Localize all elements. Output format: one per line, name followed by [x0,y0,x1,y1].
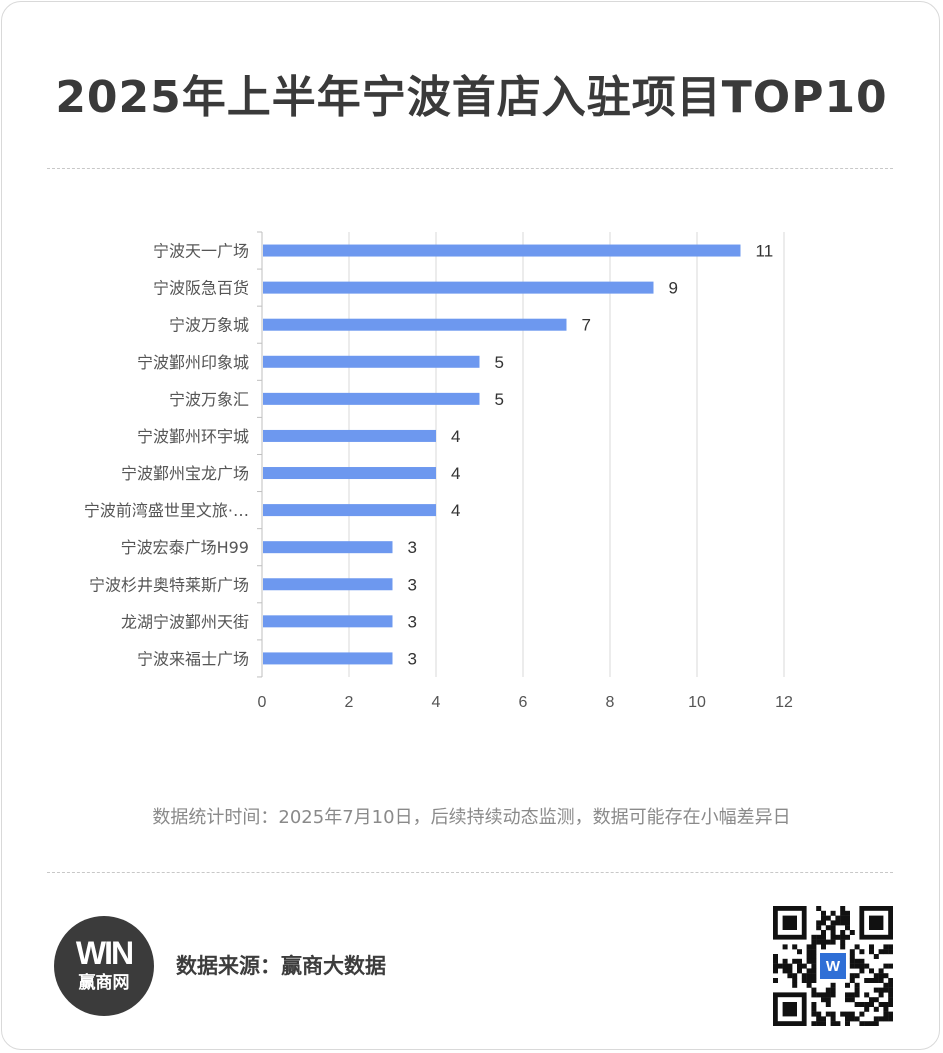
category-label: 宁波阪急百货 [153,279,249,298]
x-tick-label: 2 [345,694,354,711]
category-label: 龙湖宁波鄞州天街 [121,612,249,631]
bar [263,504,436,517]
data-note: 数据统计时间：2025年7月10日，后续持续动态监测，数据可能存在小幅差异日 [152,807,791,828]
category-label: 宁波万象城 [169,316,249,335]
data-label: 5 [495,390,504,409]
logo-text: 赢商网 [78,973,130,993]
data-label: 3 [408,538,417,557]
bottom-divider [47,872,893,873]
x-tick-label: 12 [775,694,793,711]
x-tick-label: 10 [688,694,706,711]
data-label: 9 [669,279,678,298]
x-tick-label: 8 [606,694,615,711]
bar [263,392,480,405]
qr-badge-text: W [826,958,841,975]
data-label: 5 [495,353,504,372]
x-tick-label: 0 [258,694,267,711]
category-label: 宁波来福士广场 [137,649,249,668]
qr-code[interactable]: W [773,906,893,1026]
bar [263,355,480,368]
data-label: 3 [408,649,417,668]
data-label: 7 [582,316,591,335]
category-label: 宁波鄞州印象城 [137,353,249,372]
bar [263,244,741,257]
data-label: 3 [408,575,417,594]
category-label: 宁波万象汇 [169,390,249,409]
category-label: 宁波前湾盛世里文旅·… [84,501,249,520]
chart-title: 2025年上半年宁波首店入驻项目TOP10 [55,72,888,123]
category-label: 宁波宏泰广场H99 [121,538,249,557]
data-label: 4 [451,501,460,520]
bar [263,578,393,591]
category-label: 宁波鄞州宝龙广场 [121,464,249,483]
winshang-logo: WIN 赢商网 [54,916,154,1016]
data-label: 4 [451,427,460,446]
category-label: 宁波杉井奥特莱斯广场 [89,575,249,594]
data-source: 数据来源：赢商大数据 [176,954,386,978]
bar [263,429,436,442]
data-label: 4 [451,464,460,483]
category-label: 宁波鄞州环宇城 [137,427,249,446]
x-tick-label: 4 [432,694,441,711]
data-label: 3 [408,612,417,631]
bar [263,615,393,628]
x-tick-label: 6 [519,694,528,711]
bar [263,652,393,665]
top-divider [47,168,893,169]
bar [263,318,567,331]
bar [263,541,393,554]
data-label: 11 [756,242,774,261]
bar [263,467,436,480]
category-label: 宁波天一广场 [153,242,249,261]
bar [263,281,654,294]
logo-mark: WIN [75,935,134,971]
bar-chart: 0 2 4 6 8 10 12 宁波天一广场 11 宁波阪急百货 9 宁波万象城 7 宁波鄞州印象城 5 宁波… [84,231,793,711]
